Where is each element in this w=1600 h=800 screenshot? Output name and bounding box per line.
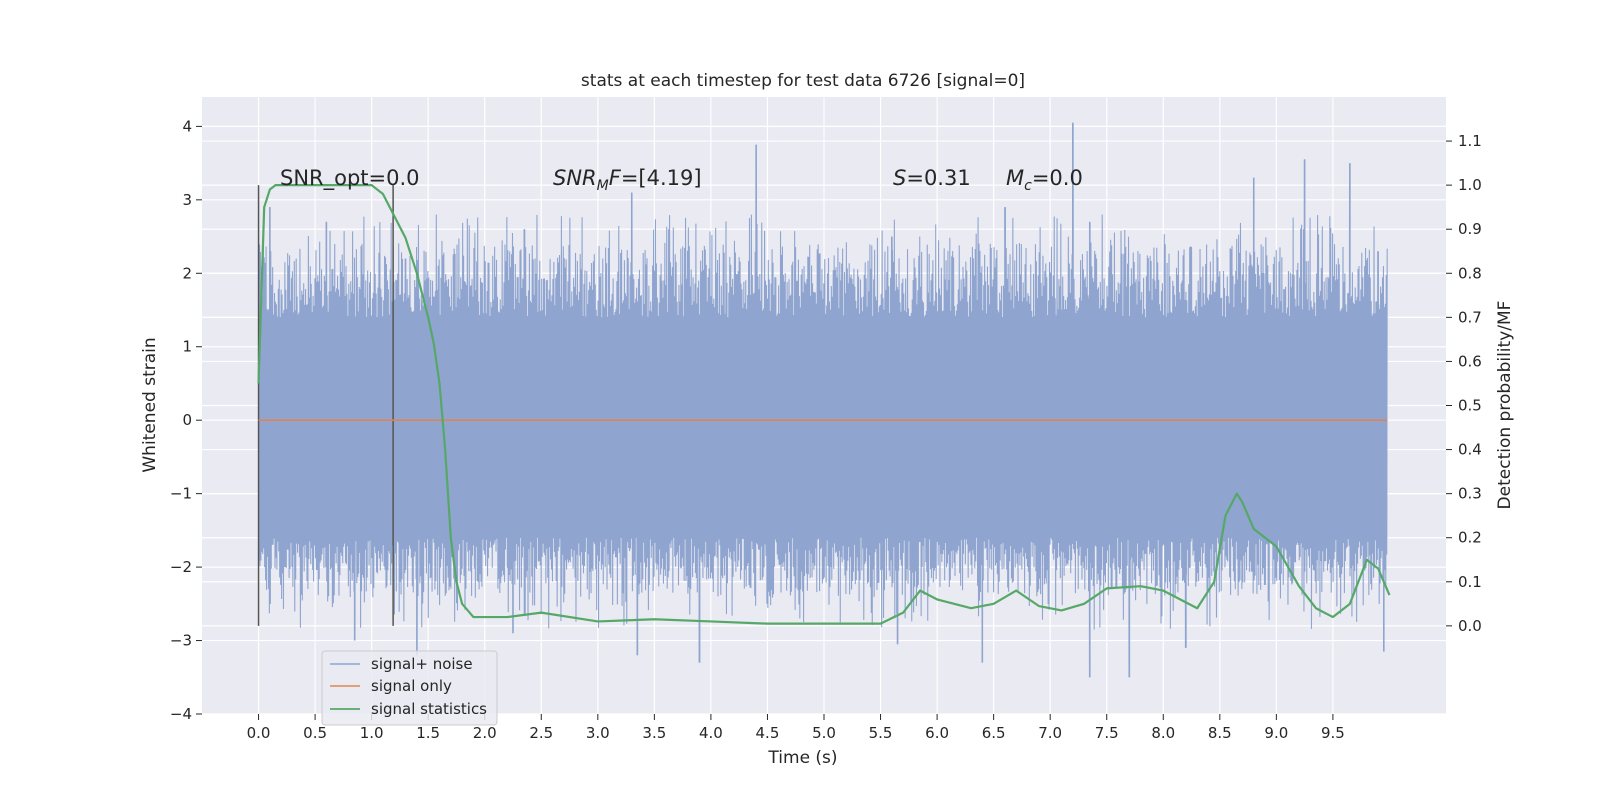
x-tick-label: 8.0 xyxy=(1151,724,1175,742)
y2-tick-label: 0.7 xyxy=(1458,308,1482,326)
y-tick-label: −3 xyxy=(170,632,192,650)
x-tick-label: 0.5 xyxy=(303,724,327,742)
x-tick-label: 7.5 xyxy=(1095,724,1119,742)
x-tick-label: 4.0 xyxy=(699,724,723,742)
x-tick-label: 2.5 xyxy=(529,724,553,742)
y2-tick-label: 0.0 xyxy=(1458,617,1482,635)
y-tick-label: 1 xyxy=(182,338,192,356)
y2-tick-label: 0.2 xyxy=(1458,529,1482,547)
mc-annotation: Mc=0.0 xyxy=(1006,166,1083,194)
y2-tick-label: 1.1 xyxy=(1458,132,1482,150)
snr-mf-var: SNR xyxy=(553,166,597,190)
y-tick-label: 2 xyxy=(182,264,192,282)
x-tick-label: 6.5 xyxy=(982,724,1006,742)
y2-tick-label: 0.3 xyxy=(1458,485,1482,503)
mc-value: =0.0 xyxy=(1032,166,1083,190)
x-tick-label: 5.5 xyxy=(869,724,893,742)
signal-statistics-line xyxy=(257,184,1391,625)
x-tick-label: 4.5 xyxy=(756,724,780,742)
x-tick-label: 1.5 xyxy=(416,724,440,742)
x-tick-label: 3.5 xyxy=(642,724,666,742)
y-tick-label: 0 xyxy=(182,411,192,429)
x-tick-label: 8.5 xyxy=(1208,724,1232,742)
snr-mf-value: =[4.19] xyxy=(621,166,702,190)
mc-var: M xyxy=(1006,166,1024,190)
snr-mf-var2: F xyxy=(609,166,622,190)
snr-window-markers xyxy=(257,185,394,626)
s-value: =0.31 xyxy=(906,166,970,190)
mc-sub: c xyxy=(1024,178,1032,194)
x-axis: 0.0 0.5 1.0 1.5 2.0 2.5 3.0 3.5 4.0 4.5 5.0 5.5 6.0 6… xyxy=(247,714,1345,742)
snr-mf-sub: M xyxy=(597,178,609,194)
y-tick-label: 3 xyxy=(182,191,192,209)
y-tick-label: −2 xyxy=(170,558,192,576)
x-tick-label: 0.0 xyxy=(247,724,271,742)
legend: signal+ noise signal only signal statist… xyxy=(321,650,498,726)
y-tick-label: 4 xyxy=(182,117,192,135)
x-tick-label: 3.0 xyxy=(586,724,610,742)
x-tick-label: 7.0 xyxy=(1038,724,1062,742)
y2-tick-label: 0.4 xyxy=(1458,441,1482,459)
legend-label-stats: signal statistics xyxy=(371,700,487,718)
x-tick-label: 6.0 xyxy=(925,724,949,742)
signal-statistics-series xyxy=(257,184,1391,625)
y2-tick-label: 0.9 xyxy=(1458,220,1482,238)
noise-line xyxy=(258,122,1388,678)
y-tick-label: −1 xyxy=(170,485,192,503)
legend-label-noise: signal+ noise xyxy=(371,655,473,673)
x-tick-label: 5.0 xyxy=(812,724,836,742)
s-var: S xyxy=(893,166,906,190)
y2-tick-label: 0.8 xyxy=(1458,264,1482,282)
left-y-axis: 4 3 2 1 0 −1 −2 −3 −4 xyxy=(170,117,202,723)
x-axis-label: Time (s) xyxy=(767,748,837,768)
y2-tick-label: 0.5 xyxy=(1458,397,1482,415)
signal-noise-series xyxy=(258,122,1388,678)
snr-mf-annotation: SNRMF=[4.19] xyxy=(553,166,702,194)
chart-title: stats at each timestep for test data 672… xyxy=(581,71,1025,91)
x-tick-label: 1.0 xyxy=(360,724,384,742)
y2-axis-label: Detection probability/MF xyxy=(1495,301,1515,510)
s-annotation: S=0.31 xyxy=(893,166,971,190)
x-tick-label: 2.0 xyxy=(473,724,497,742)
y-tick-label: −4 xyxy=(170,705,192,723)
right-y-axis: 1.1 1.0 0.9 0.8 0.7 0.6 0.5 0.4 0.3 0.2 0.1 0.0 xyxy=(1446,132,1482,635)
snr-opt-annotation: SNR_opt=0.0 xyxy=(280,166,420,191)
y2-tick-label: 0.1 xyxy=(1458,573,1482,591)
legend-box xyxy=(321,650,498,726)
x-tick-label: 9.5 xyxy=(1321,724,1345,742)
y2-tick-label: 1.0 xyxy=(1458,176,1482,194)
legend-label-signal: signal only xyxy=(371,677,452,695)
x-tick-label: 9.0 xyxy=(1264,724,1288,742)
y2-tick-label: 0.6 xyxy=(1458,352,1482,370)
y-axis-label: Whitened strain xyxy=(140,337,160,472)
